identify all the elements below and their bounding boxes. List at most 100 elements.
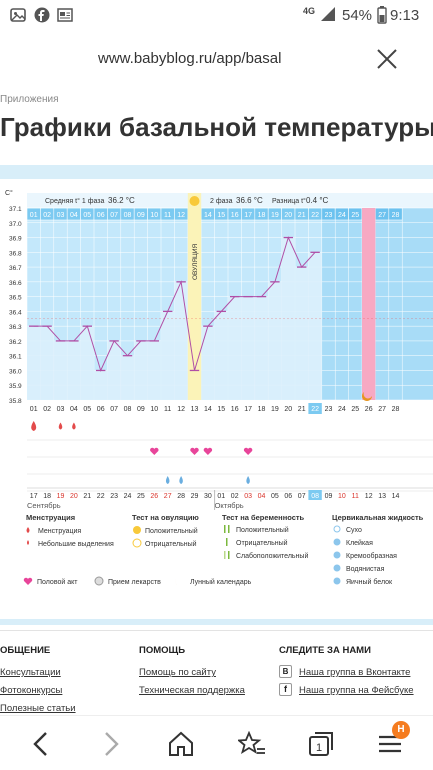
cervical-drop-icon — [165, 476, 170, 484]
date-label: 18 — [43, 493, 51, 500]
legend-mucus-item: Клейкая — [346, 539, 373, 547]
browser-navbar: 1 — [0, 715, 433, 770]
day-number: 20 — [284, 212, 292, 219]
date-label: 03 — [244, 493, 252, 500]
day-number: 08 — [124, 212, 132, 219]
footer-heading-community: ОБЩЕНИЕ — [0, 645, 51, 656]
day-number: 12 — [177, 212, 185, 219]
footer-link-site-help[interactable]: Помощь по сайту — [139, 667, 216, 678]
back-button[interactable] — [23, 726, 59, 762]
date-label: 08 — [311, 493, 319, 500]
temperature-bar — [147, 340, 161, 400]
cycle-day-label: 02 — [43, 406, 51, 413]
day-number: 23 — [325, 212, 333, 219]
date-label: 11 — [352, 493, 359, 500]
legend-mucus-icon — [333, 564, 341, 572]
bookmarks-button[interactable] — [234, 726, 270, 762]
footer-link-support[interactable]: Техническая поддержка — [139, 685, 245, 696]
temperature-bar — [295, 267, 309, 400]
legend-ovulation-heading: Тест на овуляцию — [132, 513, 199, 522]
forward-button[interactable] — [93, 726, 129, 762]
news-icon — [57, 8, 73, 22]
cycle-day-label: 03 — [57, 406, 65, 413]
ovulation-sun-icon — [189, 196, 200, 206]
date-label: 10 — [338, 493, 346, 500]
breadcrumb[interactable]: Приложения — [0, 94, 59, 105]
footer-link-facebook[interactable]: Наша группа на Фейсбуке — [299, 685, 414, 696]
home-icon — [169, 731, 193, 756]
day-number: 15 — [217, 212, 225, 219]
marks-area — [0, 418, 433, 503]
day-number: 11 — [164, 212, 171, 219]
cycle-day-label: 23 — [325, 406, 333, 413]
date-label: 17 — [30, 493, 38, 500]
url-text[interactable]: www.babyblog.ru/app/basal — [98, 50, 282, 67]
footer-link-articles[interactable]: Полезные статьи — [0, 703, 76, 714]
legend-mucus-icon — [333, 551, 341, 559]
network-type: 4G — [303, 6, 316, 16]
y-tick-label: 35.8 — [9, 398, 22, 405]
legend-mucus-icon — [333, 577, 341, 585]
facebook-small-icon: f — [279, 683, 292, 696]
legend-ovulation-positive: Положительный — [145, 527, 198, 535]
cycle-day-label: 27 — [378, 406, 386, 413]
legend-ovulation-negative: Отрицательный — [145, 540, 197, 548]
legend-mucus-item: Сухо — [346, 527, 362, 534]
cycle-day-label: 19 — [271, 406, 279, 413]
date-label: 28 — [177, 493, 185, 500]
day-number: 03 — [57, 212, 65, 219]
y-tick-label: 37.1 — [9, 206, 22, 213]
cycle-day-label: 15 — [217, 406, 225, 413]
cycle-day-label: 01 — [30, 406, 38, 413]
today-date-marker — [308, 490, 322, 500]
footer-link-photo-contests[interactable]: Фотоконкурсы — [0, 685, 63, 696]
legend-negative-ovulation-icon — [132, 538, 142, 548]
temperature-bar — [40, 326, 54, 400]
cycle-day-label: 16 — [231, 406, 239, 413]
day-number: 10 — [150, 212, 158, 219]
date-label: 27 — [164, 493, 172, 500]
temperature-line — [33, 236, 316, 372]
date-label: 09 — [325, 493, 333, 500]
tabs-button[interactable]: 1 — [303, 726, 339, 762]
temperature-bar — [94, 370, 108, 400]
date-label: 01 — [217, 493, 225, 500]
footer-link-consultations[interactable]: Консультации — [0, 667, 61, 678]
date-label: 05 — [271, 493, 279, 500]
temperature-bar — [201, 326, 215, 400]
close-icon[interactable] — [376, 48, 398, 70]
day-number: 07 — [110, 212, 118, 219]
legend-sex: Половой акт — [37, 578, 78, 586]
month-label-oct: Октябрь — [215, 501, 244, 510]
day-number: 18 — [258, 212, 266, 219]
legend-mucus-icon — [333, 538, 341, 546]
legend-pregnancy-positive-icon2 — [228, 525, 230, 533]
y-tick-label: 36.7 — [9, 265, 22, 272]
phase2-value: 36.6 °С — [236, 196, 263, 205]
day-number: 09 — [137, 212, 145, 219]
legend-pregnancy-positive-icon — [224, 525, 226, 533]
day-number: 19 — [271, 212, 279, 219]
phase1-value: 36.2 °С — [108, 196, 135, 205]
day-number: 05 — [83, 212, 91, 219]
cycle-day-label: 25 — [351, 406, 359, 413]
footer-link-vk[interactable]: Наша группа в Вконтакте — [299, 667, 411, 678]
y-axis-label: С° — [5, 189, 13, 197]
temperature-bar — [27, 326, 41, 400]
temperature-bar — [214, 311, 228, 400]
vk-icon: В — [279, 665, 292, 678]
legend-pregnancy-negative-icon — [226, 538, 228, 546]
url-bar[interactable]: www.babyblog.ru/app/basal — [0, 30, 433, 90]
temperature-bar — [174, 281, 188, 400]
home-button[interactable] — [163, 726, 199, 762]
legend-positive-ovulation-icon — [133, 526, 141, 534]
menstruation-drop-icon — [31, 421, 37, 431]
chart-header-strip — [27, 193, 433, 208]
temperature-bar — [53, 340, 68, 400]
heart-icon — [243, 447, 253, 455]
y-tick-label: 35.9 — [9, 383, 22, 390]
date-label: 20 — [70, 493, 78, 500]
cycle-day-label: 20 — [284, 406, 292, 413]
date-label: 13 — [378, 493, 386, 500]
date-label: 30 — [204, 493, 212, 500]
